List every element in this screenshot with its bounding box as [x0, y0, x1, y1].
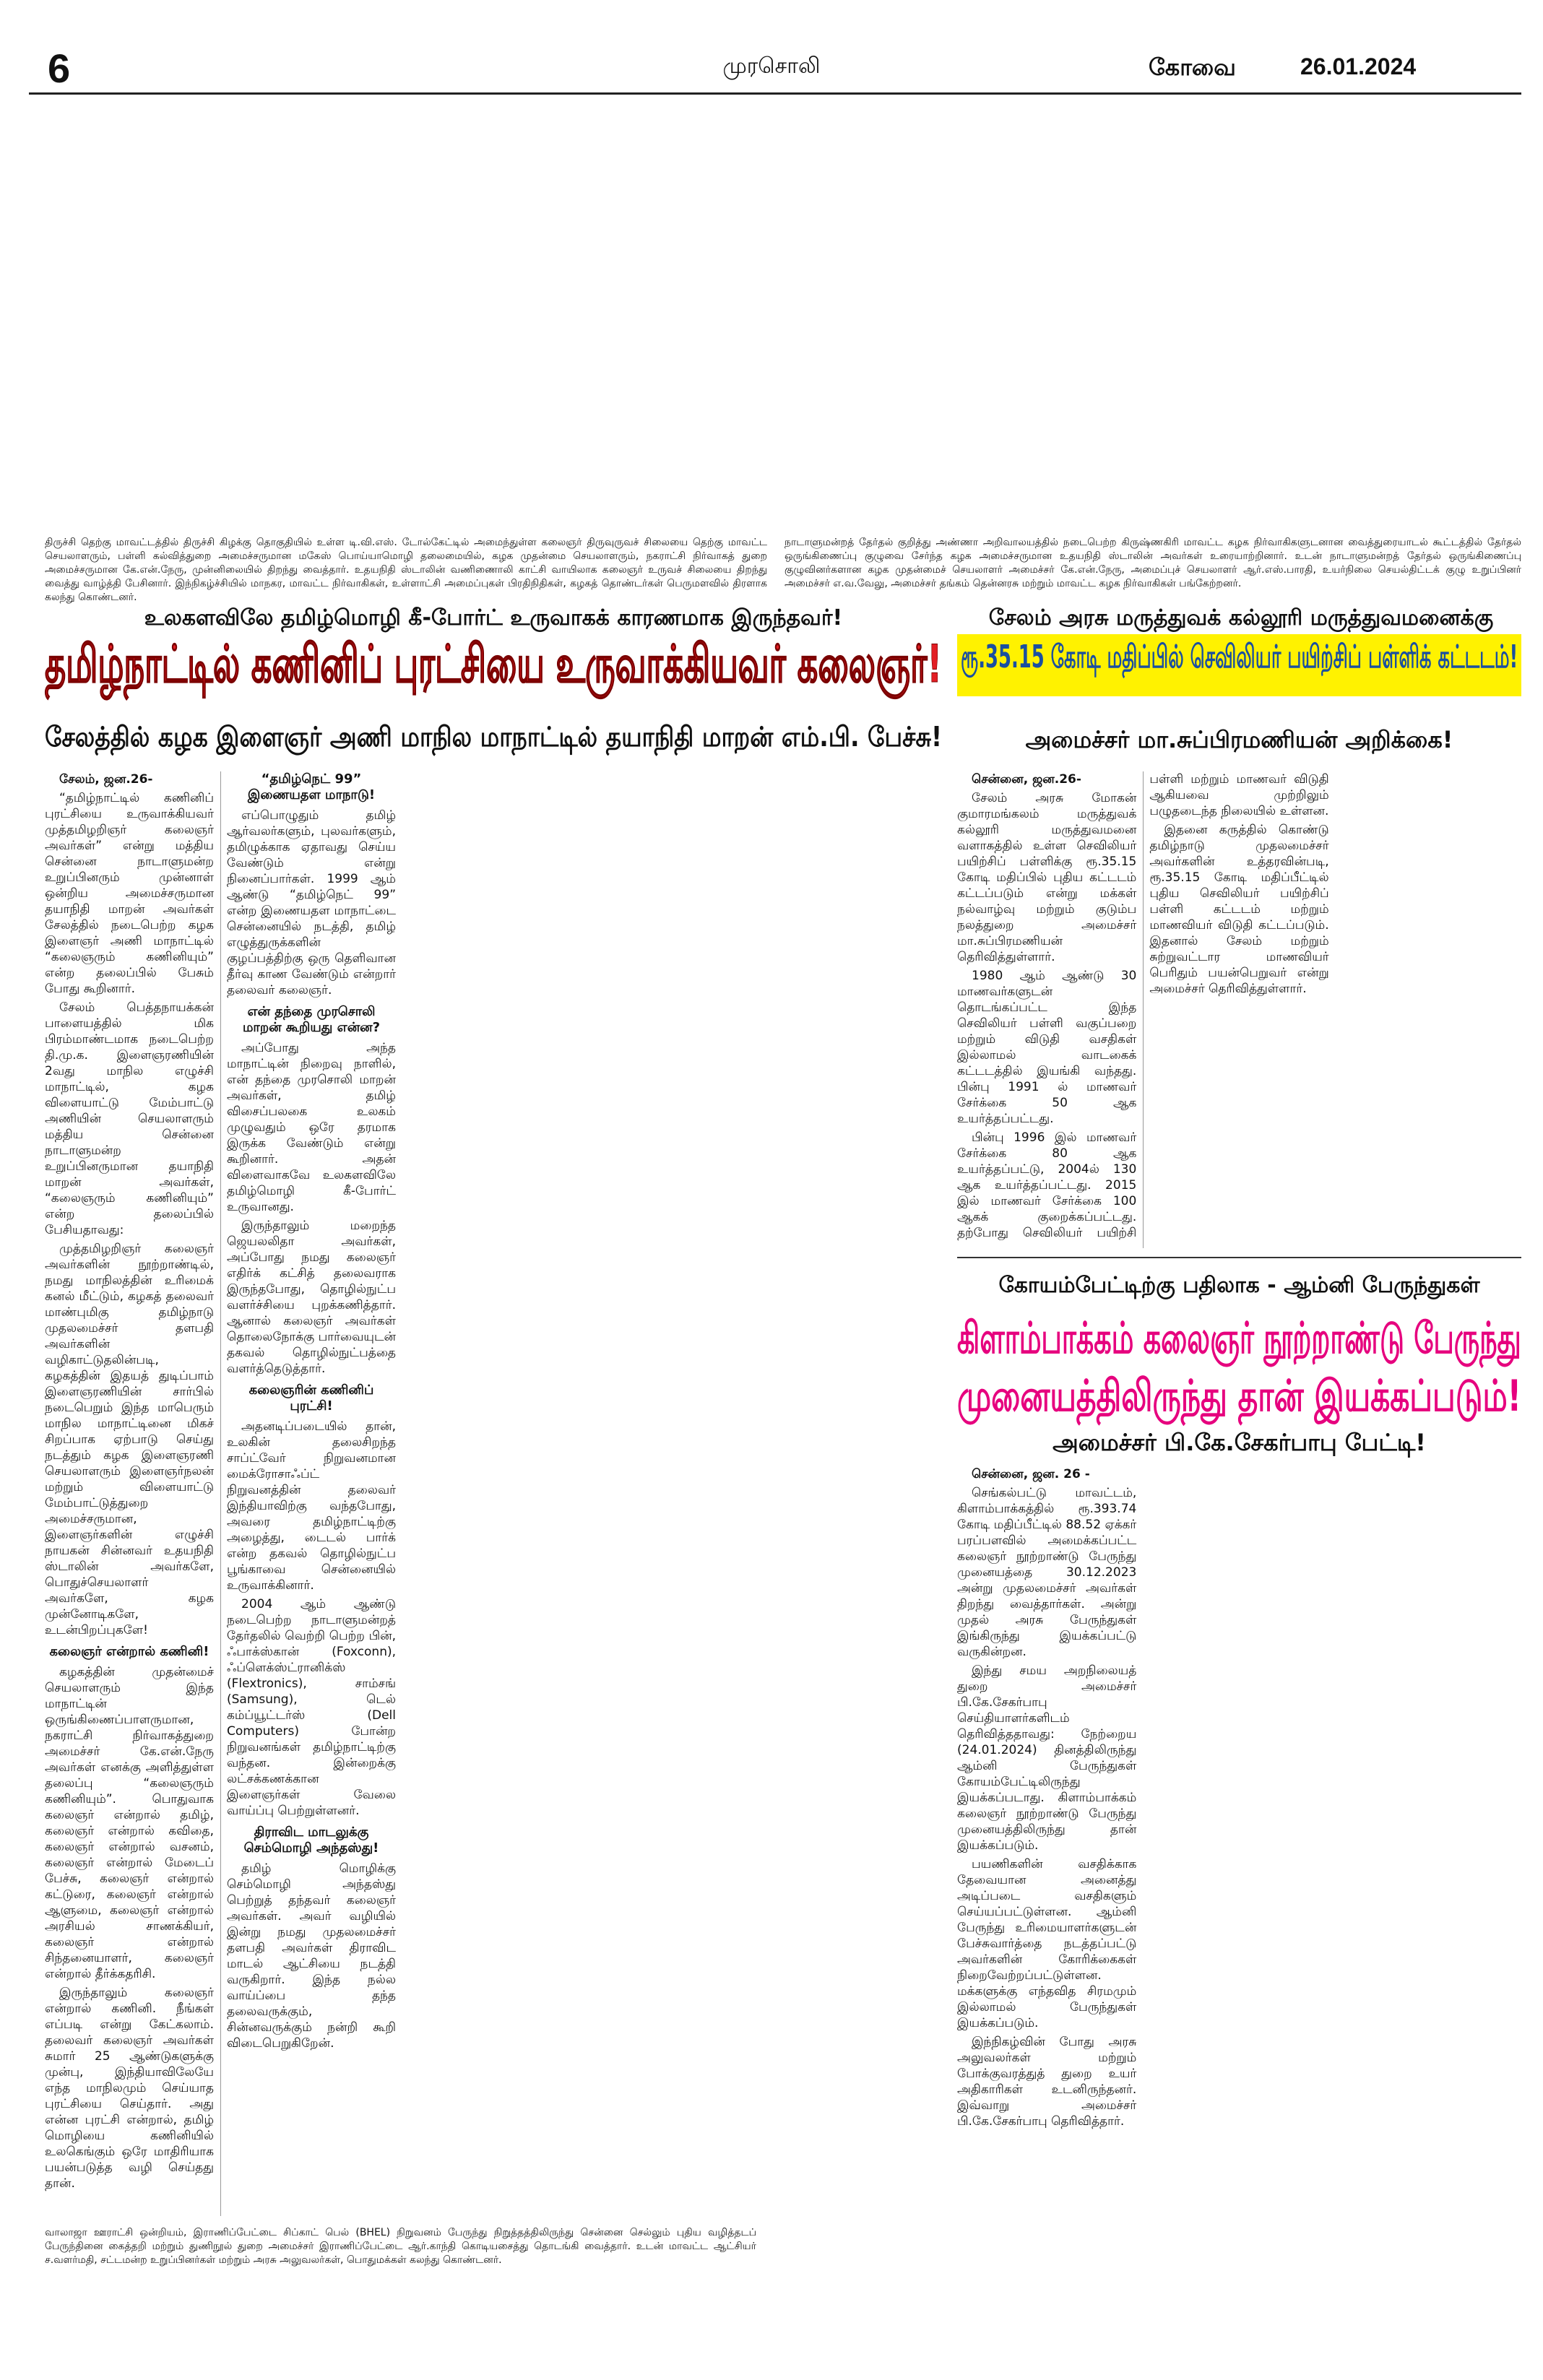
section-rule: [957, 1257, 1521, 1258]
paragraph: அதனடிப்படையில் தான், உலகின் தலைசிறந்த சா…: [227, 1419, 396, 1593]
paragraph: அப்போது அந்த மாநாட்டின் நிறைவு நாளில், எ…: [227, 1041, 396, 1214]
masthead: முரசொலி: [722, 53, 821, 79]
subheading: திராவிட மாடலுக்கு செம்மொழி அந்தஸ்து!: [243, 1825, 379, 1856]
dateline: சென்னை, ஜன. 26 -: [972, 1467, 1090, 1481]
paragraph: சேலம், ஜன.26-: [45, 771, 214, 787]
paragraph: கழகத்தின் முதன்மைச் செயலாளரும் இந்த மாநா…: [45, 1665, 214, 1981]
subheading: கலைஞர் என்றால் கணினி!: [49, 1644, 209, 1659]
edition: கோவை: [1149, 53, 1236, 81]
paragraph: இருந்தாலும் கலைஞர் என்றால் கணினி. நீங்கள…: [45, 1986, 214, 2191]
issue-date: 26.01.2024: [1300, 53, 1417, 79]
subhead: சேலத்தில் கழக இளைஞர் அணி மாநில மாநாட்டில…: [45, 721, 943, 753]
subhead: அமைச்சர் பி.கே.சேகர்பாபு பேட்டி!: [1053, 1429, 1426, 1456]
dateline: சேலம், ஜன.26-: [59, 772, 153, 787]
paragraph: “தமிழ்நாட்டில் கணினிப் புரட்சியை உருவாக்…: [45, 791, 214, 996]
page-number: 6: [48, 46, 71, 91]
paragraph: இந்து சமய அறநிலையத் துறை அமைச்சர் பி.கே.…: [957, 1663, 1137, 1853]
paragraph: சென்னை, ஜன. 26 -: [957, 1466, 1136, 1482]
paragraph: இந்நிகழ்வின் போது அரசு அலுவலர்கள் மற்றும…: [957, 2035, 1137, 2129]
paragraph: சேலம் அரசு மோகன் குமாரமங்கலம் மருத்துவக்…: [957, 791, 1137, 964]
headline: ரூ.35.15 கோடி மதிப்பில் செவிலியர் பயிற்ச…: [961, 639, 1518, 675]
kicker: கோயம்பேட்டிற்கு பதிலாக - ஆம்னி பேருந்துக…: [998, 1273, 1480, 1298]
subheading: என் தந்தை முரசொலி மாறன் கூறியது என்ன?: [242, 1004, 381, 1035]
paragraph: தமிழ் மொழிக்கு செம்மொழி அந்தஸ்து பெற்றுத…: [227, 1861, 396, 2051]
paragraph: எப்பொழுதும் தமிழ் ஆர்வலர்களும், புலவர்கள…: [227, 808, 396, 998]
article-body: சென்னை, ஜன. 26 - செங்கல்பட்டு மாவட்டம், க…: [957, 1466, 1521, 2340]
paragraph: செங்கல்பட்டு மாவட்டம், கிளாம்பாக்கத்தில்…: [957, 1486, 1137, 1659]
paragraph: பின்பு 1996 இல் மாணவர் சேர்க்கை 80 ஆக உய…: [957, 772, 1329, 1240]
paragraph: சென்னை, ஜன.26-: [957, 771, 1136, 787]
photo-caption: நாடாளுமன்றத் தேர்தல் குறித்து அண்ணா அறிவ…: [785, 537, 1521, 589]
dateline: சென்னை, ஜன.26-: [972, 772, 1081, 787]
header-rule: [29, 92, 1521, 95]
subheading: கலைஞரின் கணினிப் புரட்சி!: [248, 1382, 374, 1414]
paragraph: 1980 ஆம் ஆண்டு 30 மாணவர்களுடன் தொடங்கப்ப…: [957, 969, 1137, 1126]
paragraph: பயணிகளின் வசதிக்காக தேவையான அனைத்து அடிப…: [957, 1857, 1137, 2030]
headline: தமிழ்நாட்டில் கணினிப் புரட்சியை உருவாக்க…: [45, 633, 943, 694]
paragraph: இருந்தாலும் மறைந்த ஜெயலலிதா அவர்கள், அப்…: [227, 1219, 396, 1376]
paragraph: 2004 ஆம் ஆண்டு நடைபெற்ற நாடாளுமன்றத் தேர…: [227, 1597, 396, 1818]
paragraph: சேலம் பெத்தநாயக்கன் பாளையத்தில் மிக பிரம…: [45, 1000, 214, 1237]
photo-caption: வாலாஜா ஊராட்சி ஒன்றியம், இராணிப்பேட்டை ச…: [45, 2227, 756, 2266]
paragraph: இதனை கருத்தில் கொண்டு தமிழ்நாடு முதலமைச்…: [1149, 823, 1329, 996]
kicker: சேலம் அரசு மருத்துவக் கல்லூரி மருத்துவமன…: [988, 605, 1494, 631]
article-body: சென்னை, ஜன.26- சேலம் அரசு மோகன் குமாரமங்க…: [957, 771, 1521, 1248]
kicker: உலகளவிலே தமிழ்மொழி கீ-போர்ட் உருவாகக் கா…: [144, 605, 843, 631]
article-body: சேலம், ஜன.26- “தமிழ்நாட்டில் கணினிப் புரட…: [45, 771, 942, 2216]
subhead: அமைச்சர் மா.சுப்பிரமணியன் அறிக்கை!: [1025, 726, 1453, 753]
headline: முனையத்திலிருந்து தான் இயக்கப்படும்!: [957, 1371, 1521, 1421]
photo-caption: திருச்சி தெற்கு மாவட்டத்தில் திருச்சி கி…: [45, 537, 767, 603]
headline: கிளாம்பாக்கம் கலைஞர் நூற்றாண்டு பேருந்து: [957, 1313, 1521, 1364]
subheading: “தமிழ்நெட் 99” இணையதள மாநாடு!: [247, 771, 376, 802]
headline-highlight: [957, 634, 1521, 696]
paragraph: முத்தமிழறிஞர் கலைஞர் அவர்களின் நூற்றாண்ட…: [45, 1242, 214, 1637]
